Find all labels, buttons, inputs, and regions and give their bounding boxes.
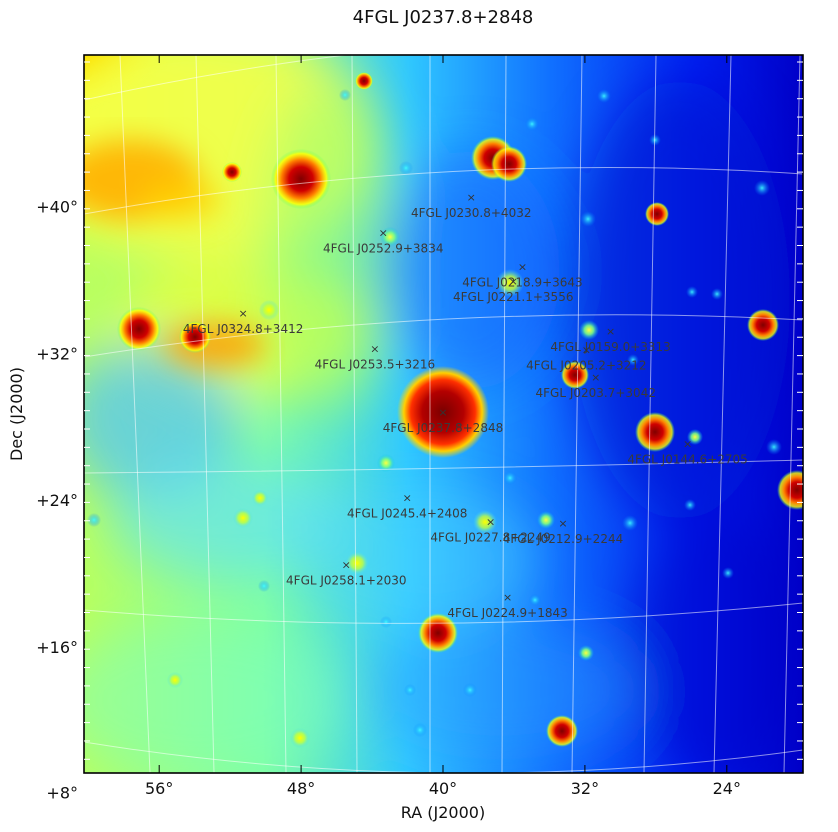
source-marker: × — [403, 492, 412, 505]
source-label: 4FGL J0144.6+2705 — [627, 452, 747, 466]
source-annotations: ×4FGL J0230.8+4032×4FGL J0252.9+3834×4FG… — [183, 191, 748, 620]
y-tick-label: +16° — [36, 638, 78, 657]
source-label: 4FGL J0221.1+3556 — [453, 290, 573, 304]
source-marker: × — [370, 342, 379, 355]
source-label: 4FGL J0159.0+3313 — [550, 340, 670, 354]
source-marker: × — [683, 437, 692, 450]
source-label: 4FGL J0324.8+3412 — [183, 322, 303, 336]
source-label: 4FGL J0245.4+2408 — [347, 507, 467, 521]
source-marker: × — [503, 591, 512, 604]
source-label: 4FGL J0205.2+3212 — [526, 359, 646, 373]
x-tick-label: 32° — [571, 779, 599, 798]
source-label: 4FGL J0258.1+2030 — [286, 573, 406, 587]
x-axis: 56° 48° 40° 32° 24° — [145, 55, 741, 798]
source-marker: × — [591, 371, 600, 384]
source-marker: × — [509, 275, 518, 288]
y-axis: +40° +32° +24° +16° +8° — [36, 61, 803, 803]
source-marker: × — [342, 558, 351, 571]
coordinate-grid — [84, 55, 803, 773]
source-marker: × — [558, 517, 567, 530]
source-label: 4FGL J0253.5+3216 — [315, 357, 435, 371]
ts-heatmap — [84, 55, 803, 773]
x-tick-label: 48° — [287, 779, 315, 798]
source-marker: × — [582, 344, 591, 357]
chart-title: 4FGL J0237.8+2848 — [353, 7, 534, 28]
source-marker: × — [486, 516, 495, 529]
x-axis-label: RA (J2000) — [401, 803, 485, 822]
source-label: 4FGL J0224.9+1843 — [447, 606, 567, 620]
y-tick-label: +8° — [46, 784, 78, 803]
source-marker: × — [606, 325, 615, 338]
source-marker: × — [438, 406, 447, 419]
y-tick-label: +32° — [36, 344, 78, 363]
source-label: 4FGL J0230.8+4032 — [411, 206, 531, 220]
x-tick-label: 56° — [145, 779, 173, 798]
source-marker: × — [467, 191, 476, 204]
source-label: 4FGL J0237.8+2848 — [383, 421, 503, 435]
source-label: 4FGL J0227.8+2249 — [430, 531, 550, 545]
source-label: 4FGL J0218.9+3643 — [462, 276, 582, 290]
y-axis-label: Dec (J2000) — [7, 367, 26, 461]
source-marker: × — [239, 307, 248, 320]
x-tick-label: 40° — [429, 779, 457, 798]
x-tick-label: 24° — [713, 779, 741, 798]
y-tick-label: +24° — [36, 491, 78, 510]
source-marker: × — [518, 261, 527, 274]
y-tick-label: +40° — [36, 197, 78, 216]
source-label: 4FGL J0212.9+2244 — [503, 532, 623, 546]
source-label: 4FGL J0203.7+3042 — [536, 386, 656, 400]
source-label: 4FGL J0252.9+3834 — [323, 242, 443, 256]
source-marker: × — [379, 227, 388, 240]
